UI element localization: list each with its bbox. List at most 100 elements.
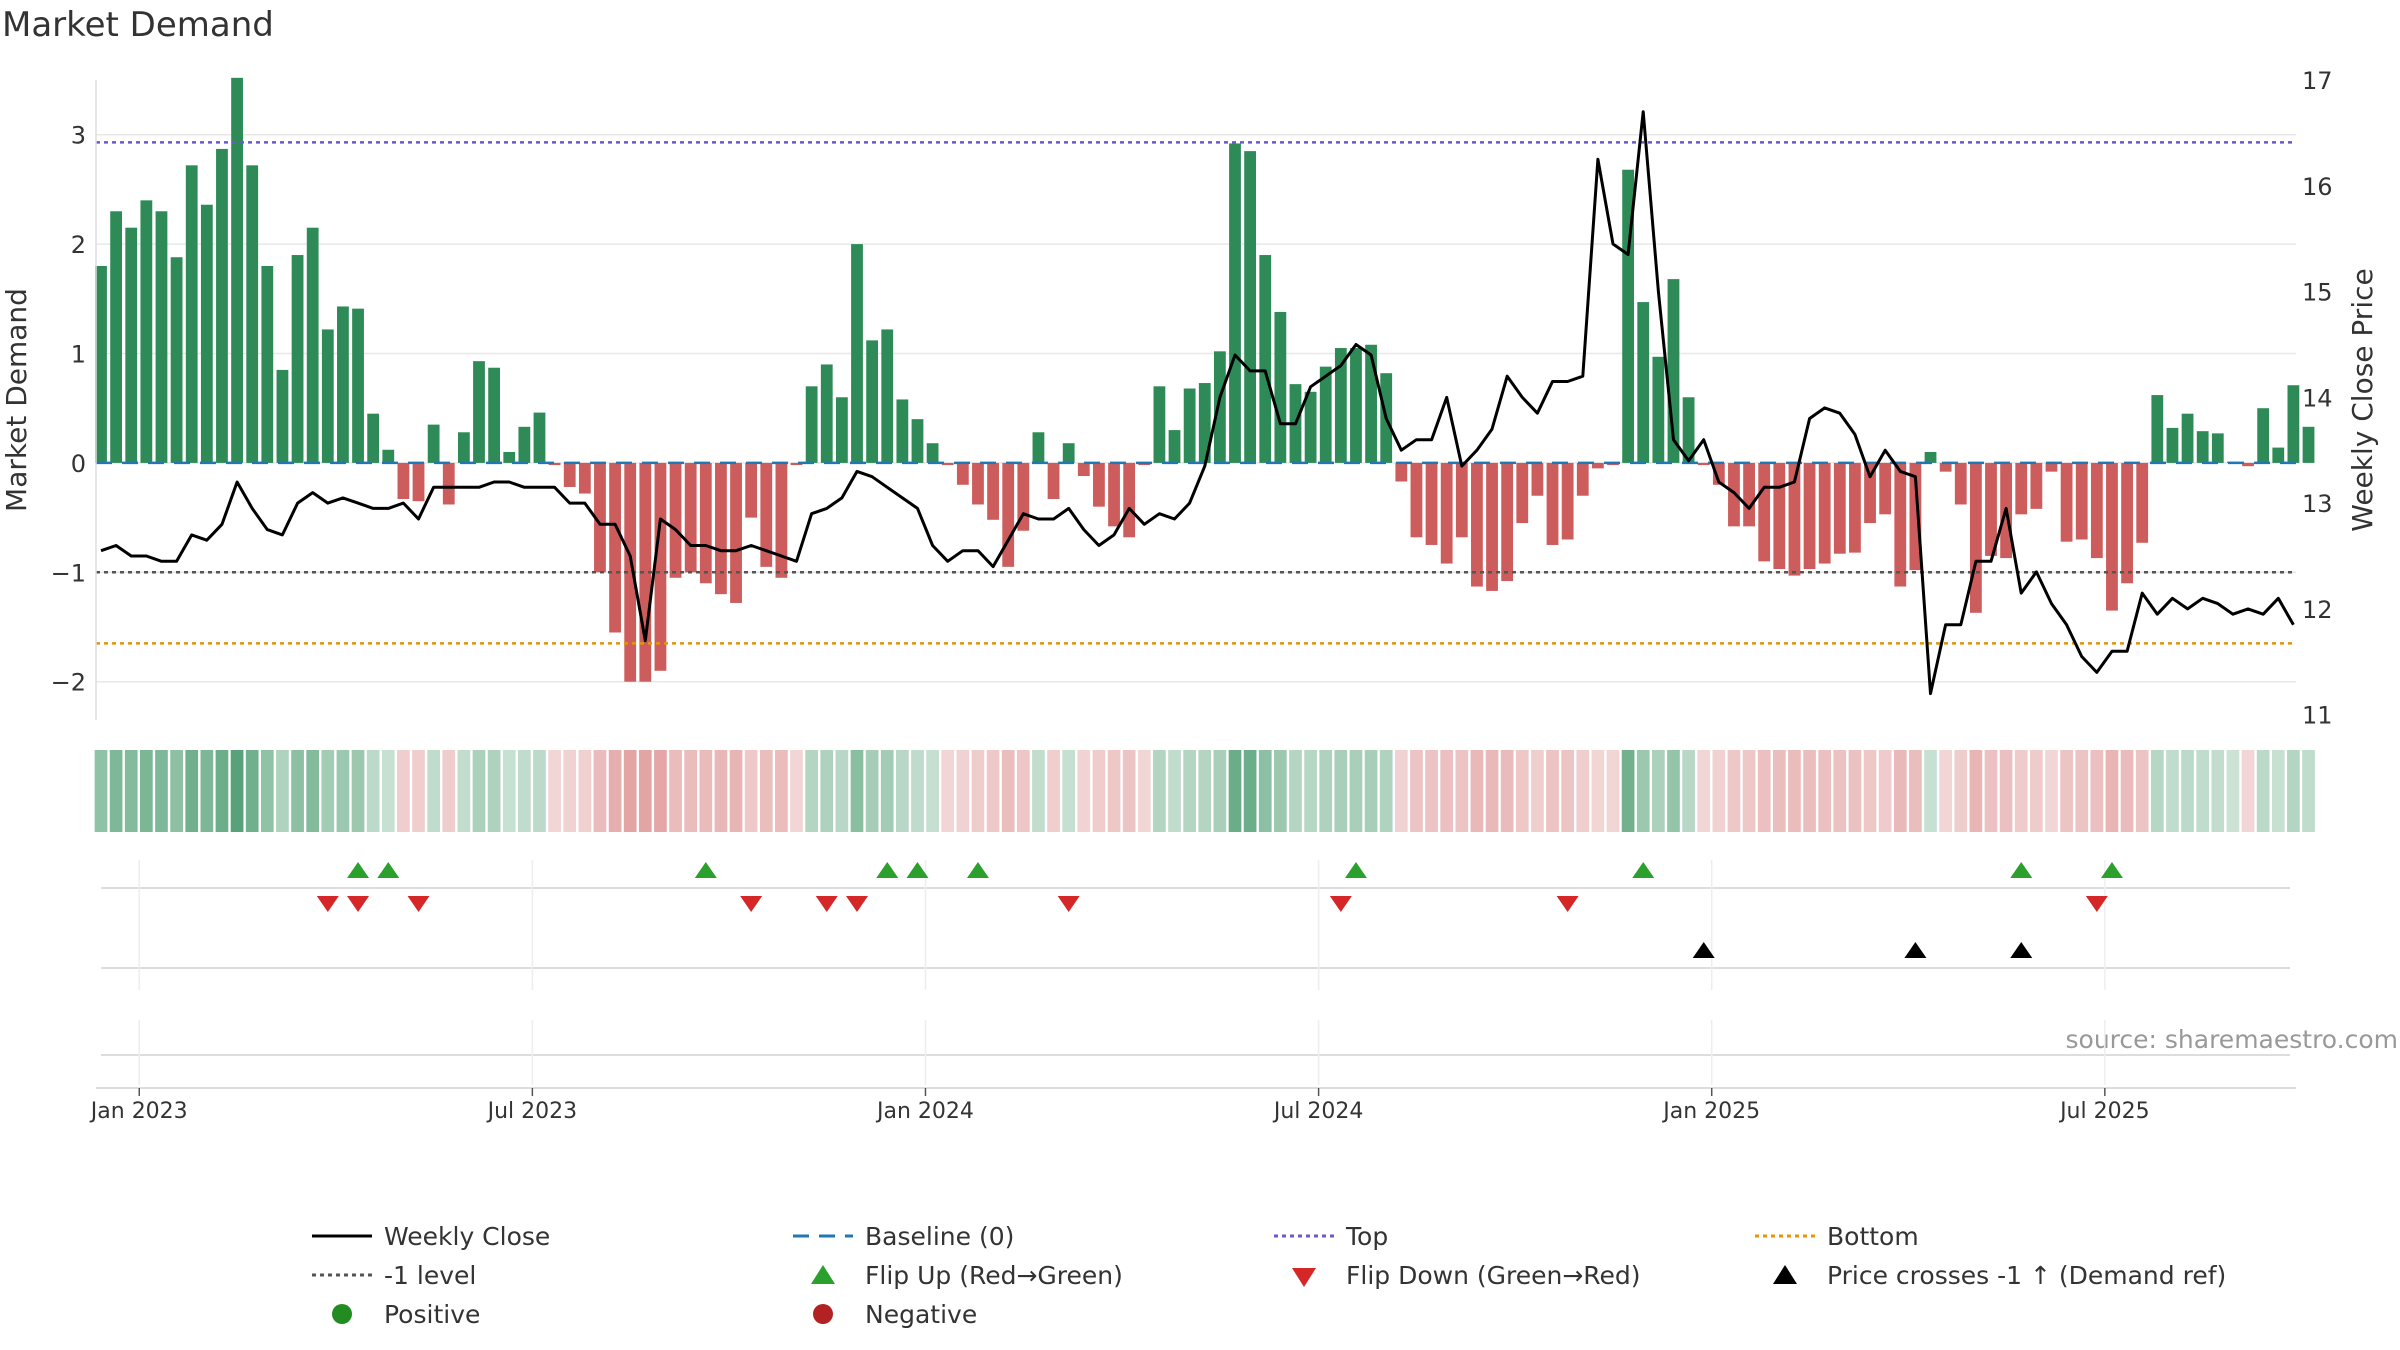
heat-cell [1122,750,1136,832]
demand-bar [1108,462,1120,527]
demand-bar [1365,344,1377,463]
demand-bar [699,462,712,584]
heat-cell [155,750,168,832]
price-cross-marker [2010,942,2033,958]
weekly-close-line [100,110,2295,696]
heat-cell [1077,750,1091,832]
demand-bar [1304,391,1317,463]
demand-bar [125,227,138,463]
demand-bar [745,462,758,518]
flip-up-marker [694,862,717,878]
heat-cell [1183,750,1196,832]
demand-bar [291,255,304,463]
heat-cell [986,750,1000,832]
heat-cell [835,750,849,832]
demand-bar [1501,462,1514,582]
heat-cell [2090,750,2104,832]
heat-cell [1727,750,1741,832]
price-cross-marker [1904,942,1927,958]
demand-bar [2015,462,2028,515]
legend-baseline: Baseline (0) [793,1222,1014,1251]
flip-down-marker [1057,896,1080,912]
demand-bar [200,204,213,463]
demand-bar [2151,395,2164,463]
heat-cell [1954,750,1968,832]
heat-cell [412,750,425,832]
heat-cell [245,750,259,832]
heat-cell [1092,750,1106,832]
demand-bar [775,462,788,578]
heat-cell [2075,750,2089,832]
x-axis: Jan 2023 Jul 2023 Jan 2024 Jul 2024 Jan 2025… [89,1087,2296,1124]
heat-cell [865,750,879,832]
demand-bar [2030,462,2043,509]
heat-cell [457,750,471,832]
demand-bar [488,367,501,463]
heat-cell [2135,750,2149,832]
demand-bar [1879,462,1892,515]
demand-bar [2106,462,2118,611]
demand-bar [1410,462,1423,538]
heat-cell [94,750,108,832]
x-tick-label: Jan 2025 [1661,1099,1760,1124]
heat-cell [1425,750,1438,832]
demand-bar [609,462,621,633]
heat-cell [306,750,320,832]
demand-bar [1561,462,1574,540]
demand-bar [1259,255,1272,463]
y-axis-left-label: Market Demand [0,288,33,512]
demand-bar [397,462,410,500]
legend-bottom: Bottom [1755,1222,1919,1251]
demand-bar [1425,462,1438,545]
x-tick-label: Jul 2023 [486,1099,578,1124]
demand-bar [1395,462,1408,482]
demand-bar [1093,462,1105,507]
demand-bar [790,462,803,466]
heat-cell [1274,750,1287,832]
legend-top: Top [1274,1222,1388,1251]
y-left-tick-label: −2 [51,669,86,697]
legend-negative-dot [813,1304,833,1324]
heat-cell [1999,750,2013,832]
demand-bar [760,462,773,567]
heat-cell [2271,750,2285,832]
heat-cell [1984,750,1998,832]
heat-cell [1455,750,1469,832]
heat-cell [2226,750,2240,832]
demand-bar [1334,348,1347,463]
legend-baseline-label: Baseline (0) [865,1222,1014,1251]
demand-bar [1954,462,1967,505]
heat-cell [941,750,955,832]
heat-cell [759,750,773,832]
heat-cell [1470,750,1484,832]
heat-cell [427,750,440,832]
heat-cell [1304,750,1317,832]
heat-cell [578,750,592,832]
flip-up-marker [966,862,989,878]
demand-bar [1591,462,1604,469]
demand-bar [1440,462,1453,564]
flip-up-marker [2010,862,2033,878]
heat-cell [2211,750,2225,832]
legend-flip-down-icon [1292,1268,1316,1287]
demand-bar [1697,462,1710,466]
demand-bar [1758,462,1771,562]
heat-cell [502,750,516,832]
y-left-tick-label: 2 [71,231,86,259]
heat-cell [1576,750,1590,832]
demand-bar [669,462,682,578]
demand-bar [639,462,652,682]
demand-bar [866,340,879,463]
x-tick-label: Jan 2023 [89,1099,188,1124]
legend-flip-up: Flip Up (Red→Green) [811,1261,1123,1290]
demand-bar [321,329,334,463]
demand-bar [563,462,576,487]
demand-bar [624,462,637,682]
demand-bar [1455,462,1468,538]
heat-cell [654,750,667,832]
heat-cell [805,750,818,832]
demand-bar [1077,462,1090,477]
demand-bar [1168,430,1181,463]
heat-cell [381,750,395,832]
heat-cell [533,750,546,832]
